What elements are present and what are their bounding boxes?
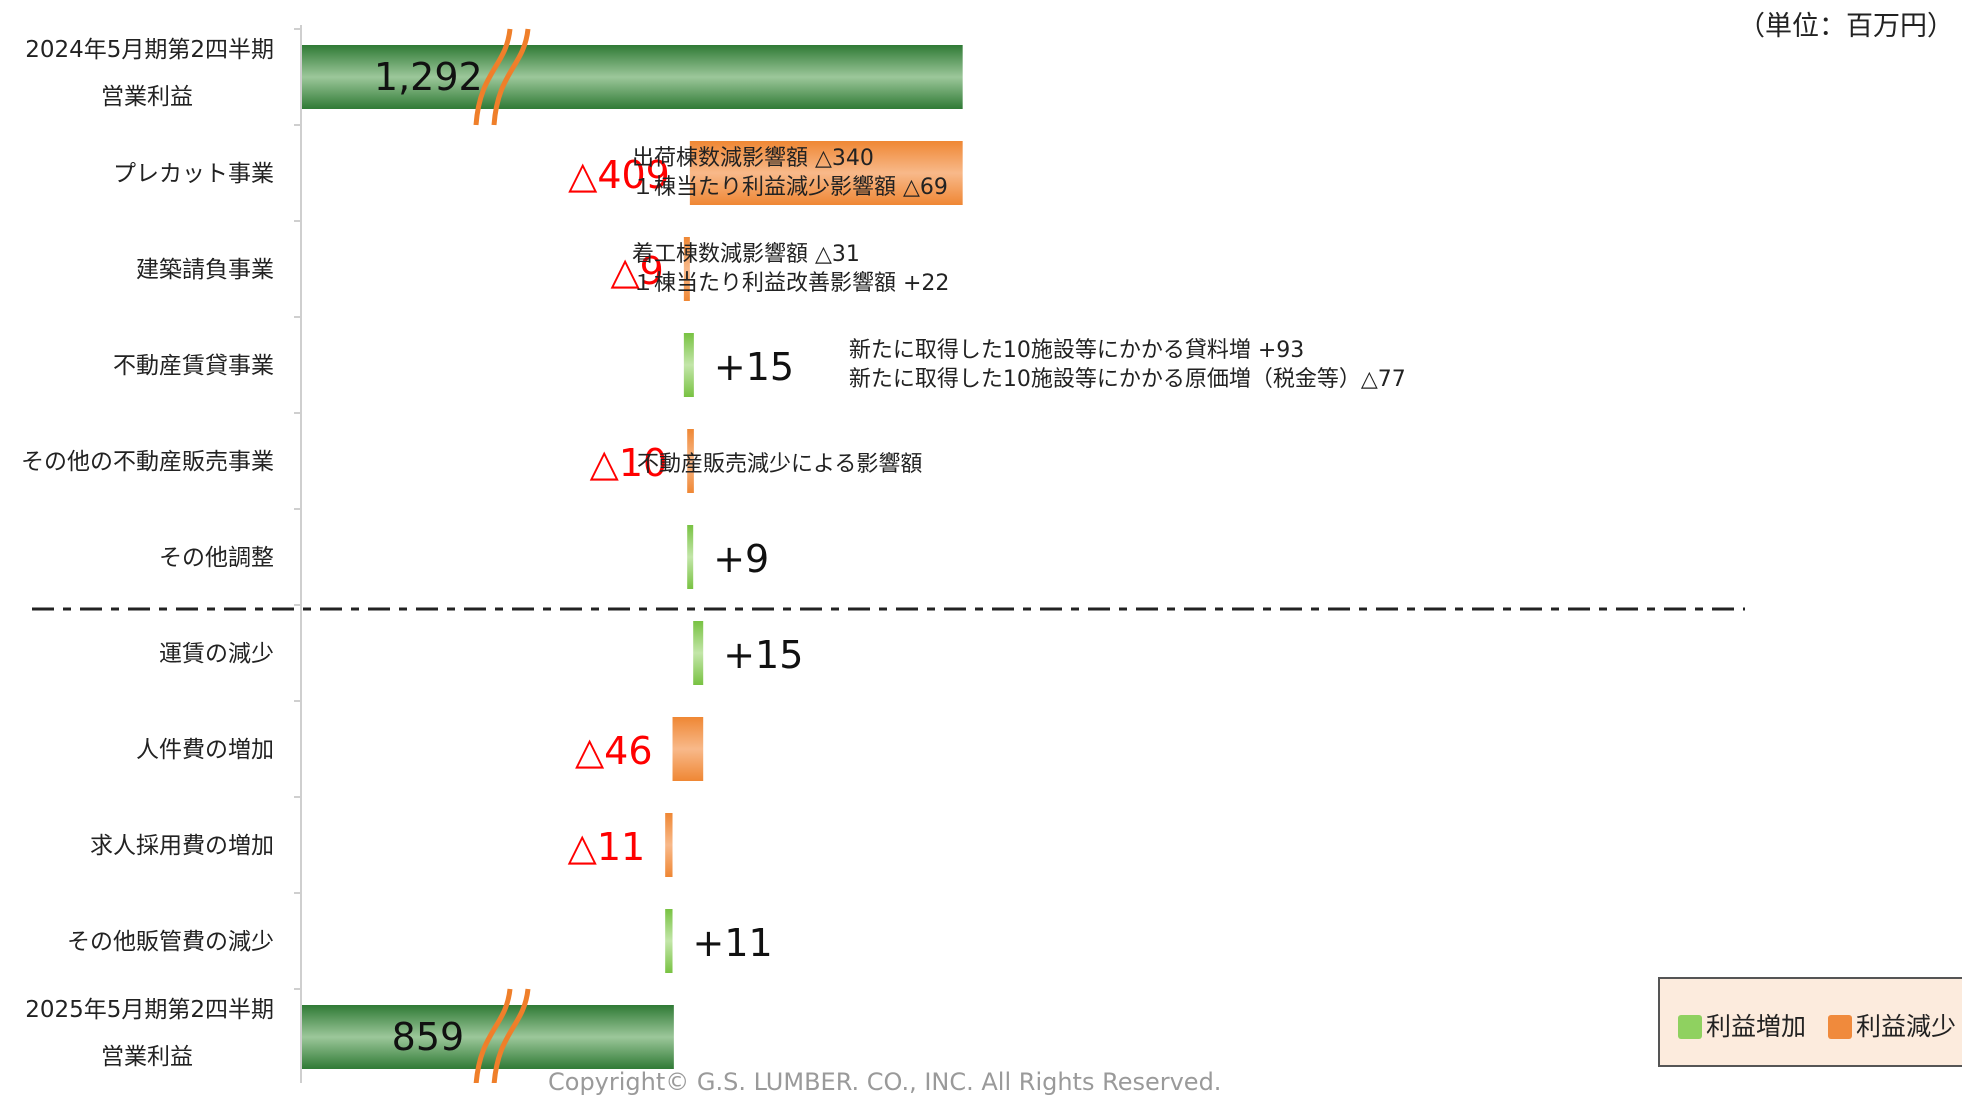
legend-label-increase: 利益増加 [1706,1012,1807,1041]
category-label: 運賃の減少 [159,641,274,667]
annotation-text: 出荷棟数減影響額 △340 [632,146,874,171]
bar-decrease [672,717,704,781]
annotation-text: 着工棟数減影響額 △31 [632,242,860,267]
bar-decrease [683,237,690,301]
value-label: +15 [723,633,803,677]
value-label: +15 [714,345,794,389]
value-label: △46 [575,729,653,773]
category-label: 建築請負事業 [136,257,274,283]
axis-break-mark [473,28,513,126]
annotation-text: 新たに取得した10施設等にかかる原価増（税金等）△77 [849,367,1406,392]
category-label: プレカット事業 [113,161,274,187]
copyright-text: Copyright© G.S. LUMBER. CO., INC. All Ri… [548,1068,1222,1096]
bar-decrease [689,141,963,205]
axis-break-mark [491,28,531,126]
annotation-text: １棟当たり利益改善影響額 +22 [632,271,949,296]
annotation-text: 不動産販売減少による影響額 [637,452,922,477]
legend-item-increase: 利益増加 [1678,1007,1806,1043]
value-label: +9 [713,537,769,581]
bar-decrease [687,429,694,493]
category-label: 不動産賃貸事業 [113,353,274,379]
category-label: その他の不動産販売事業 [21,449,274,475]
value-label: △11 [568,825,646,869]
annotation-text: 新たに取得した10施設等にかかる貸料増 +93 [849,338,1304,363]
category-label: 求人採用費の増加 [90,833,274,859]
value-label: 859 [392,1015,465,1059]
legend-swatch-decrease [1828,1015,1852,1039]
value-label: △9 [610,249,663,293]
axis-break-mark [473,988,513,1083]
axis-break-mark [491,988,531,1083]
bar-increase [687,525,694,589]
bar-total [302,45,963,109]
unit-label: （単位：百万円） [1738,11,1954,42]
category-label: 人件費の増加 [136,737,274,763]
value-label: △409 [568,153,670,197]
value-label: 1,292 [374,55,483,99]
category-label: 営業利益 [101,84,193,110]
bar-increase [693,621,704,685]
category-label: 2024年5月期第2四半期 [25,37,274,63]
bar-increase [683,333,694,397]
bar-increase [665,909,673,973]
value-label: △10 [590,441,668,485]
value-label: +11 [693,921,773,965]
bar-decrease [665,813,673,877]
legend-item-decrease: 利益減少 [1828,1007,1956,1043]
legend: 利益増加 利益減少 [1658,977,1962,1067]
legend-label-decrease: 利益減少 [1856,1012,1957,1041]
category-label: その他販管費の減少 [67,929,274,955]
category-label: 2025年5月期第2四半期 [25,997,274,1023]
legend-swatch-increase [1678,1015,1702,1039]
category-label: その他調整 [159,545,274,571]
category-label: 営業利益 [101,1044,193,1070]
annotation-text: １棟当たり利益減少影響額 △69 [632,175,948,200]
